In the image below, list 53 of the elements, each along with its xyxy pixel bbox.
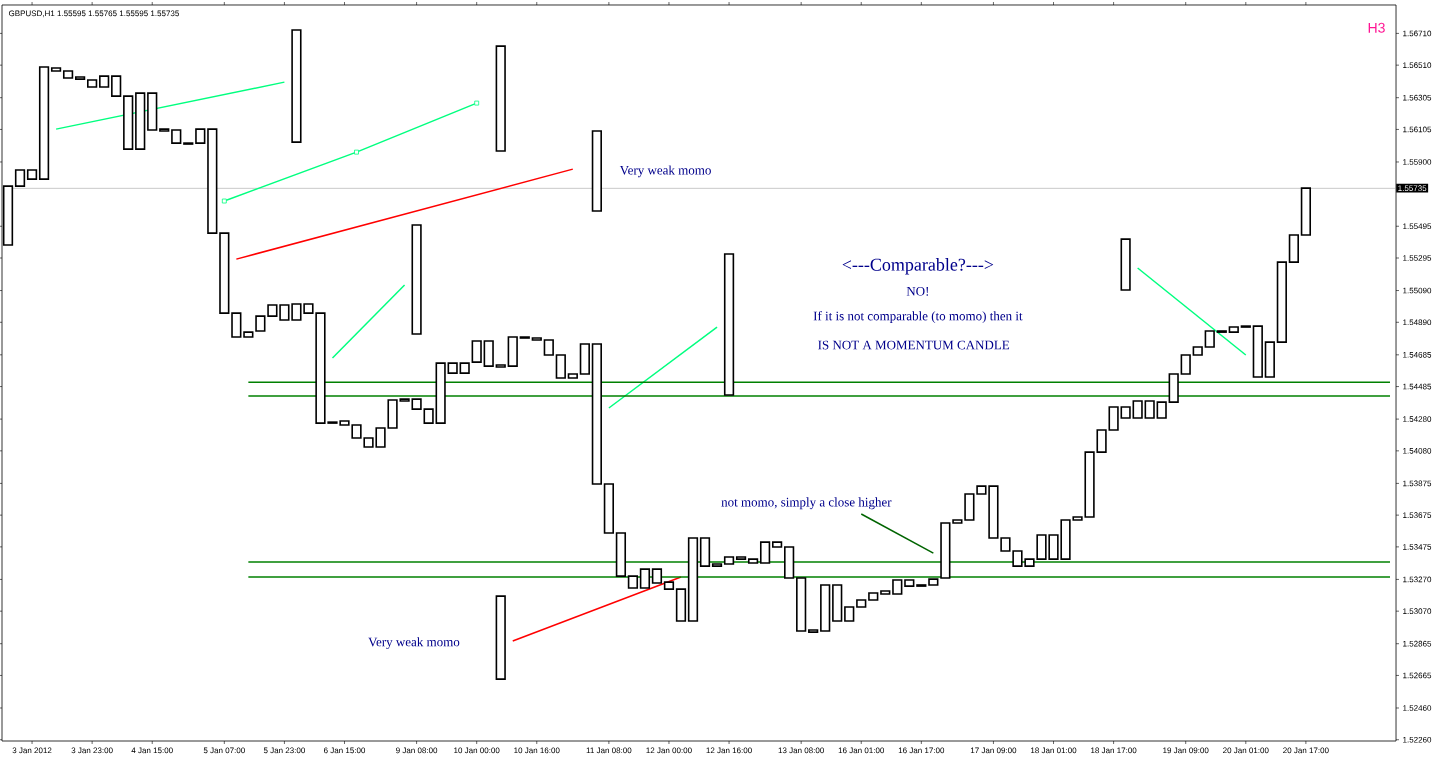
x-tick-label: 19 Jan 09:00: [1163, 747, 1209, 754]
x-tick-label: 9 Jan 08:00: [396, 747, 438, 754]
x-tick-label: 16 Jan 17:00: [898, 747, 945, 754]
x-tick-label: 11 Jan 08:00: [586, 747, 632, 754]
x-tick-label: 5 Jan 23:00: [263, 747, 305, 754]
y-tick-label: 1.53475: [1403, 544, 1432, 550]
y-tick-label: 1.53875: [1403, 480, 1432, 487]
y-tick-label: 1.56105: [1403, 126, 1432, 133]
x-tick-label: 12 Jan 16:00: [706, 747, 752, 754]
ref-line-label: 1.55735: [1398, 185, 1427, 191]
x-tick-label: 3 Jan 23:00: [71, 747, 113, 754]
x-tick-label: 17 Jan 09:00: [970, 747, 1017, 754]
y-tick-label: 1.52865: [1403, 640, 1432, 647]
y-tick-label: 1.55090: [1403, 287, 1432, 294]
y-tick-label: 1.56305: [1403, 94, 1432, 101]
annotation: If it is not comparable (to momo) then it: [813, 311, 1023, 324]
x-tick-label: 3 Jan 2012: [12, 747, 52, 754]
y-tick-label: 1.54890: [1403, 319, 1432, 326]
y-tick-label: 1.53270: [1403, 576, 1432, 583]
y-tick-label: 1.52260: [1403, 736, 1432, 743]
x-tick-label: 10 Jan 00:00: [454, 747, 500, 754]
y-tick-label: 1.52665: [1403, 672, 1432, 679]
annotation: Very weak momo: [368, 637, 460, 650]
y-tick-label: 1.55495: [1403, 223, 1432, 230]
annotation: not momo, simply a close higher: [721, 497, 892, 510]
text: GBPUSD,H1 1.55595 1.55765 1.55595 1.55735: [8, 10, 179, 18]
y-tick-label: 1.53675: [1403, 512, 1432, 518]
x-tick-label: 13 Jan 08:00: [778, 747, 824, 754]
y-tick-label: 1.54685: [1403, 351, 1432, 358]
x-tick-label: 6 Jan 15:00: [324, 747, 366, 754]
annotation: NO!: [906, 286, 929, 296]
x-tick-label: 20 Jan 01:00: [1223, 747, 1269, 754]
x-tick-label: 18 Jan 17:00: [1091, 747, 1137, 754]
x-tick-label: 16 Jan 01:00: [838, 747, 885, 754]
x-tick-label: 5 Jan 07:00: [203, 747, 245, 754]
y-tick-label: 1.52460: [1403, 705, 1432, 711]
y-tick-label: 1.55900: [1403, 159, 1432, 165]
x-tick-label: 20 Jan 17:00: [1283, 747, 1329, 754]
y-tick-label: 1.54080: [1403, 448, 1432, 454]
x-tick-label: 10 Jan 16:00: [514, 747, 560, 754]
annotation: Very weak momo: [619, 165, 711, 178]
x-tick-label: 4 Jan 15:00: [131, 747, 173, 754]
y-tick-label: 1.53070: [1403, 608, 1432, 614]
y-tick-label: 1.56710: [1403, 30, 1432, 37]
annotation: IS NOT A MOMENTUM CANDLE: [818, 340, 1010, 350]
x-tick-label: 18 Jan 01:00: [1031, 747, 1077, 754]
y-tick-label: 1.56510: [1403, 62, 1432, 68]
y-tick-label: 1.55295: [1403, 255, 1432, 261]
annotation: H3: [1368, 22, 1385, 33]
x-tick-label: 12 Jan 00:00: [646, 747, 692, 754]
y-tick-label: 1.54485: [1403, 383, 1432, 390]
y-tick-label: 1.54280: [1403, 416, 1432, 422]
annotation: <---Comparable?--->: [842, 258, 994, 275]
